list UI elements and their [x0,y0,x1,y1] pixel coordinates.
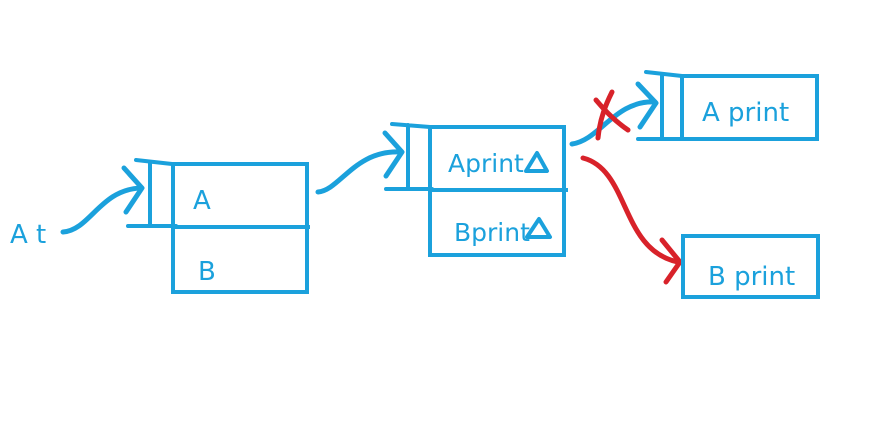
triangle-icon [525,217,552,239]
object-c-box [680,74,819,141]
object-a-node: A B [126,158,310,294]
object-c-header-bracket [636,70,686,141]
object-b-header-bracket [384,122,434,191]
pointer-arrow [60,185,143,235]
pointer-variable: A t [10,165,145,250]
object-b-node: Aprint Bprint [384,122,568,257]
object-a-header-bracket [126,158,178,228]
pointer-label: A t [10,220,46,250]
arrow-a-to-b [315,130,405,195]
object-b-field-b: Bprint [454,218,530,247]
triangle-icon [524,151,549,173]
object-a-field-b: B [198,257,216,287]
object-b-field-a: Aprint [448,149,524,178]
object-d-node: B print [681,234,820,299]
object-a-field-a: A [193,186,211,216]
object-d-label: B print [708,262,795,292]
arrow-b-to-d [580,155,683,285]
object-d-box [681,234,820,299]
object-c-node: A print [636,70,819,141]
cross-mark-icon [593,89,631,141]
arrow-b-to-c [569,81,659,147]
pointer-arrowhead [121,165,145,215]
object-c-label: A print [702,98,789,128]
